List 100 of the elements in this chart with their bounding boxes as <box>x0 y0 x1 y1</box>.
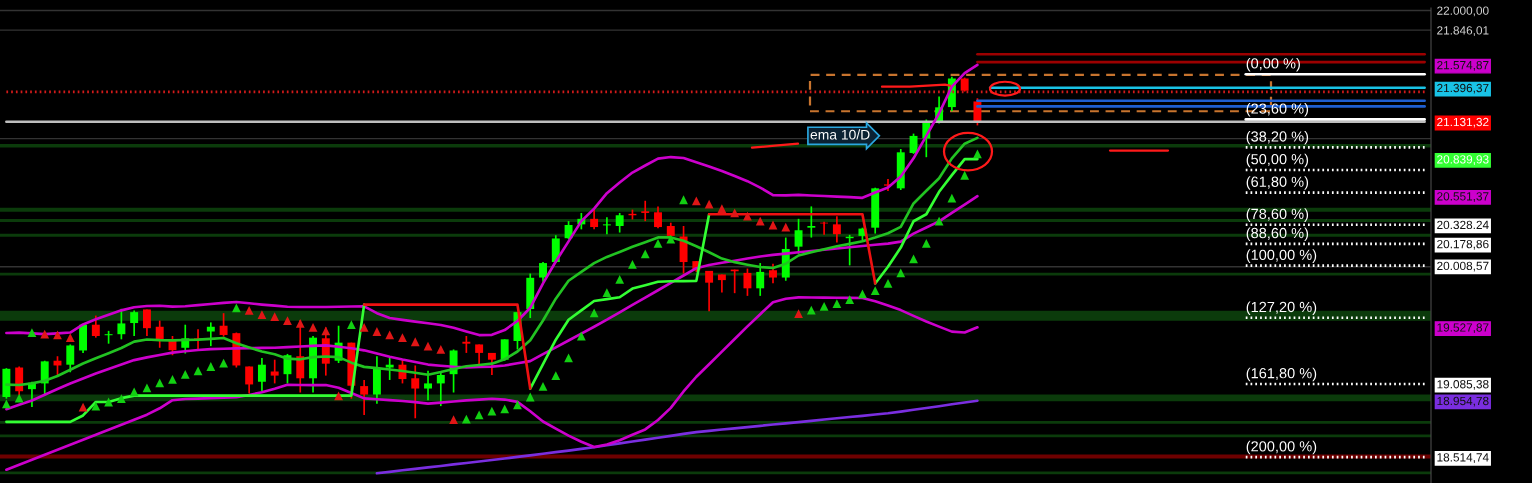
point <box>372 327 382 336</box>
candlestick <box>219 312 228 338</box>
point <box>308 323 318 332</box>
candlestick <box>756 262 765 297</box>
candlestick <box>155 319 164 349</box>
point <box>806 305 816 315</box>
point <box>219 358 228 368</box>
point <box>206 362 216 371</box>
point <box>193 366 203 376</box>
point <box>883 278 893 288</box>
y-tick-label: 21.396,37 <box>1437 83 1489 94</box>
series-label: (50,00 %) <box>1246 153 1309 168</box>
candlestick <box>424 370 432 402</box>
y-tick-label: 20.178,86 <box>1437 239 1489 250</box>
candlestick <box>91 314 100 339</box>
point <box>398 333 407 343</box>
candlestick <box>206 321 215 347</box>
point <box>500 404 510 414</box>
candlestick <box>743 267 752 297</box>
point <box>244 306 254 315</box>
y-tick-label: 21.574,87 <box>1437 60 1489 71</box>
point <box>129 387 139 397</box>
point <box>960 170 970 180</box>
candlestick <box>257 357 266 393</box>
y-tick-label: 19.085,38 <box>1437 380 1489 390</box>
candlestick <box>539 261 547 283</box>
point <box>359 323 369 332</box>
y-tick-label: 18.954,78 <box>1437 396 1489 407</box>
candlestick <box>909 132 918 155</box>
point <box>717 204 727 213</box>
y-tick-label: 19.527,87 <box>1437 323 1489 334</box>
point <box>832 299 842 309</box>
point <box>116 394 126 404</box>
candlestick <box>641 199 650 222</box>
point <box>423 341 433 351</box>
point <box>602 288 612 297</box>
point <box>65 333 75 343</box>
y-tick-label: 18.514,74 <box>1437 453 1489 463</box>
point <box>538 381 548 391</box>
candlestick <box>270 358 279 385</box>
y-tick-label: 22.000,00 <box>1437 6 1489 17</box>
point <box>781 222 791 232</box>
series-label: (200,00 %) <box>1246 440 1317 455</box>
candlestick <box>832 215 841 244</box>
point <box>691 196 701 206</box>
point <box>525 392 535 402</box>
point <box>973 149 982 159</box>
point <box>679 195 688 205</box>
candlestick <box>66 343 75 374</box>
point <box>934 216 944 226</box>
candlestick <box>602 216 611 236</box>
point <box>730 208 740 218</box>
point <box>589 308 599 318</box>
point <box>921 238 931 248</box>
point <box>794 309 803 318</box>
point <box>666 234 676 244</box>
candlestick <box>360 379 369 416</box>
point <box>461 414 471 424</box>
series-label: (88,60 %) <box>1246 227 1309 242</box>
y-tick-label: 20.328.24 <box>1437 220 1489 230</box>
point <box>346 320 356 330</box>
point <box>231 303 241 313</box>
point <box>487 406 497 416</box>
point <box>551 371 561 381</box>
point <box>653 239 663 248</box>
point <box>410 337 420 347</box>
candlestick <box>807 205 816 239</box>
point <box>180 369 190 379</box>
point <box>474 410 484 420</box>
point <box>104 397 113 407</box>
candlestick <box>717 273 726 294</box>
point <box>947 193 957 203</box>
point <box>27 328 37 337</box>
line-series <box>375 399 979 475</box>
series-label: (38,20 %) <box>1246 130 1309 145</box>
point <box>334 391 343 401</box>
annotation: ema 10/D <box>810 129 870 140</box>
point <box>870 286 880 296</box>
point <box>615 275 625 284</box>
point <box>819 301 829 311</box>
point <box>78 402 88 412</box>
candlestick <box>500 338 509 362</box>
candlestick <box>769 262 777 285</box>
y-tick-label: 21.846,01 <box>1437 26 1489 36</box>
point <box>14 393 24 403</box>
point <box>168 374 177 384</box>
candlestick <box>411 364 420 420</box>
point <box>845 295 855 305</box>
series-label: (161,80 %) <box>1246 367 1317 382</box>
y-tick-label: 21.131,32 <box>1437 117 1489 128</box>
point <box>270 312 280 322</box>
point <box>91 401 101 411</box>
point <box>155 378 165 388</box>
point <box>142 383 152 393</box>
candlestick <box>615 212 624 234</box>
candlestick <box>130 309 139 337</box>
point <box>295 319 305 328</box>
y-tick-label: 20.839,93 <box>1437 155 1489 165</box>
point <box>704 199 714 209</box>
point <box>436 345 446 354</box>
